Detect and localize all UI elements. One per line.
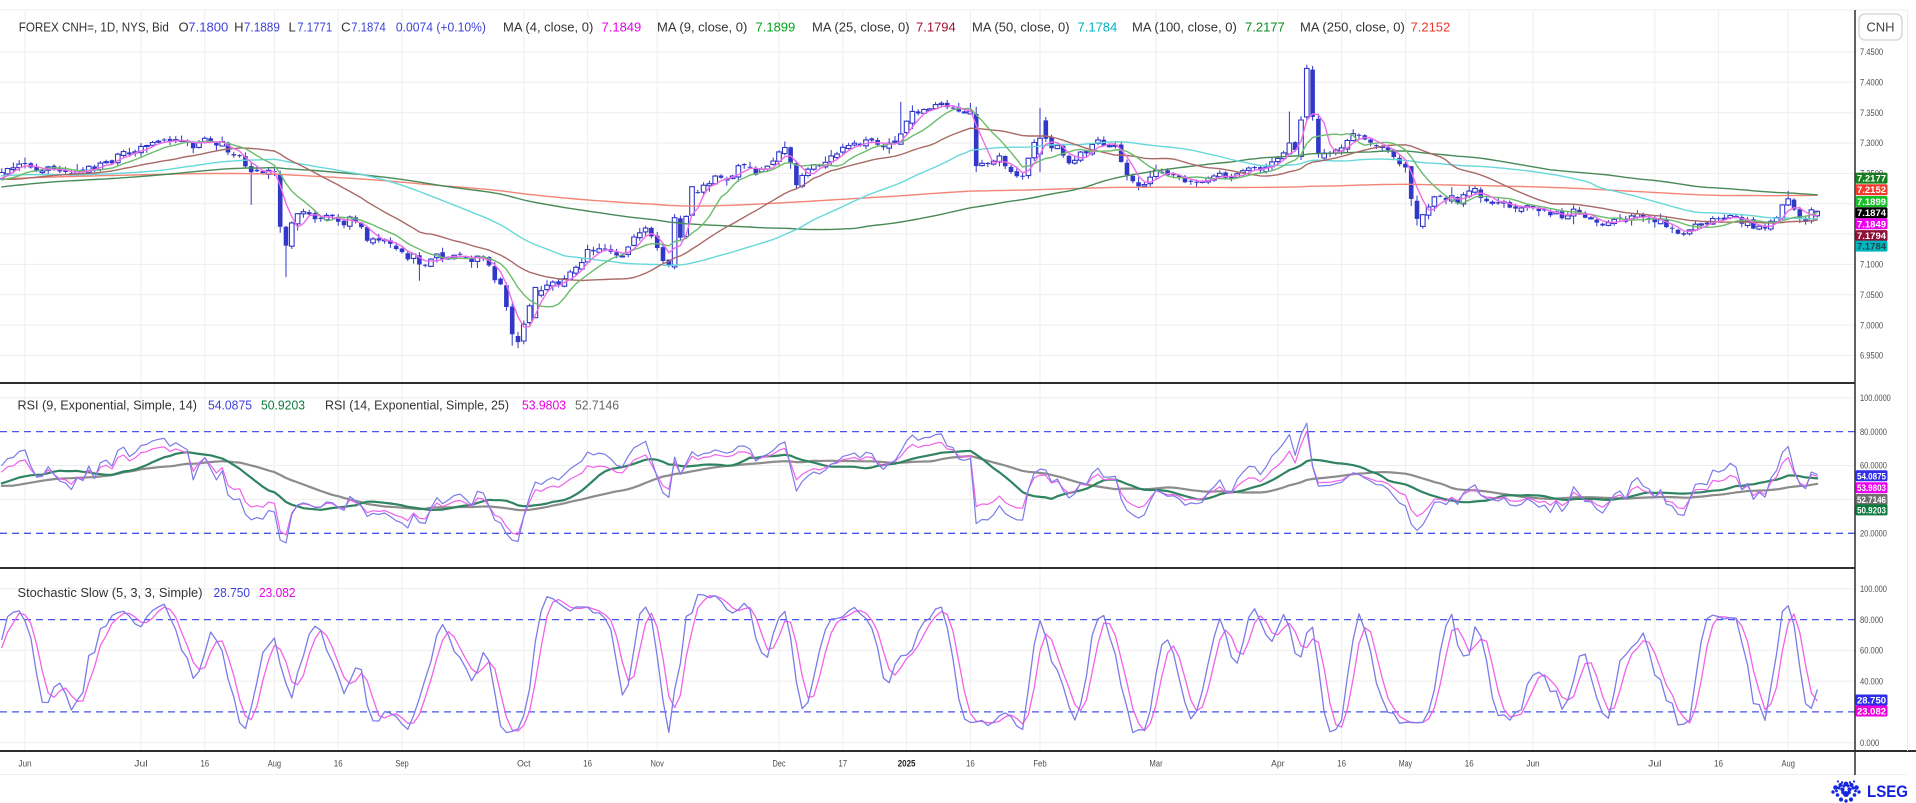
svg-text:6.9500: 6.9500 (1860, 351, 1883, 361)
svg-text:7.2152: 7.2152 (1411, 20, 1451, 35)
svg-text:7.1784: 7.1784 (1078, 20, 1118, 35)
svg-text:FOREX CNH=, 1D, NYS, Bid: FOREX CNH=, 1D, NYS, Bid (19, 20, 169, 35)
svg-text:54.0875: 54.0875 (208, 398, 252, 413)
svg-text:7.1849: 7.1849 (602, 20, 642, 35)
svg-text:7.1800: 7.1800 (188, 20, 228, 35)
svg-text:60.0000: 60.0000 (1860, 461, 1887, 471)
svg-text:16: 16 (966, 759, 975, 769)
svg-text:Stochastic Slow (5, 3, 3, Simp: Stochastic Slow (5, 3, 3, Simple) (18, 585, 203, 600)
svg-text:7.1794: 7.1794 (1857, 231, 1887, 242)
svg-text:7.0000: 7.0000 (1860, 320, 1883, 330)
svg-text:100.000: 100.000 (1860, 584, 1887, 594)
svg-text:Jun: Jun (1526, 759, 1539, 769)
svg-text:Apr: Apr (1271, 759, 1284, 769)
svg-text:7.1784: 7.1784 (1857, 242, 1887, 253)
svg-text:28.750: 28.750 (1857, 696, 1886, 707)
svg-text:50.9203: 50.9203 (261, 398, 305, 413)
svg-text:7.1000: 7.1000 (1860, 260, 1883, 270)
svg-text:H: H (234, 20, 243, 35)
svg-text:52.7146: 52.7146 (575, 398, 619, 413)
svg-text:7.1899: 7.1899 (756, 20, 796, 35)
svg-text:7.1849: 7.1849 (1857, 219, 1886, 230)
svg-text:80.000: 80.000 (1860, 615, 1883, 625)
svg-text:16: 16 (1714, 759, 1723, 769)
svg-text:40.000: 40.000 (1860, 676, 1883, 686)
svg-text:17: 17 (838, 759, 847, 769)
svg-text:54.0875: 54.0875 (1857, 471, 1887, 482)
svg-text:Jul: Jul (134, 759, 147, 769)
svg-text:7.1874: 7.1874 (1857, 208, 1887, 219)
svg-text:7.1889: 7.1889 (244, 20, 280, 35)
svg-text:100.0000: 100.0000 (1860, 393, 1891, 403)
svg-text:16: 16 (1465, 759, 1474, 769)
svg-text:2025: 2025 (898, 759, 916, 769)
svg-text:7.3000: 7.3000 (1860, 138, 1883, 148)
svg-text:7.3500: 7.3500 (1860, 108, 1883, 118)
svg-text:Jul: Jul (1648, 759, 1661, 769)
svg-text:RSI (14, Exponential, Simple,: RSI (14, Exponential, Simple, 25) (325, 398, 509, 413)
svg-text:0.000: 0.000 (1860, 738, 1879, 748)
svg-text:CNH: CNH (1866, 20, 1894, 35)
svg-text:7.1771: 7.1771 (297, 20, 332, 35)
svg-text:60.000: 60.000 (1860, 646, 1883, 656)
svg-text:Sep: Sep (395, 759, 408, 769)
svg-text:Aug: Aug (1782, 759, 1795, 769)
svg-text:28.750: 28.750 (214, 585, 251, 600)
svg-text:MA (9, close, 0): MA (9, close, 0) (657, 20, 747, 35)
svg-text:MA (250, close, 0): MA (250, close, 0) (1300, 20, 1405, 35)
svg-text:7.4000: 7.4000 (1860, 78, 1883, 88)
svg-text:May: May (1399, 759, 1413, 769)
svg-text:20.0000: 20.0000 (1860, 529, 1887, 539)
svg-text:53.9803: 53.9803 (522, 398, 566, 413)
svg-text:7.4500: 7.4500 (1860, 47, 1883, 57)
svg-text:LSEG: LSEG (1867, 783, 1908, 801)
svg-text:7.2152: 7.2152 (1857, 185, 1886, 196)
svg-text:Oct: Oct (517, 759, 531, 769)
svg-text:Aug: Aug (268, 759, 281, 769)
svg-text:7.1874: 7.1874 (351, 20, 386, 35)
svg-text:MA (25, close, 0): MA (25, close, 0) (812, 20, 910, 35)
svg-text:16: 16 (1337, 759, 1346, 769)
svg-text:Dec: Dec (772, 759, 786, 769)
svg-text:L: L (289, 20, 296, 35)
svg-text:50.9203: 50.9203 (1857, 505, 1886, 516)
svg-text:16: 16 (200, 759, 209, 769)
svg-text:O: O (179, 20, 189, 35)
svg-text:MA (50, close, 0): MA (50, close, 0) (972, 20, 1070, 35)
svg-text:23.082: 23.082 (1857, 707, 1886, 718)
svg-text:7.2177: 7.2177 (1857, 174, 1886, 185)
svg-text:MA (100, close, 0): MA (100, close, 0) (1132, 20, 1237, 35)
svg-text:Jun: Jun (18, 759, 31, 769)
svg-text:7.0500: 7.0500 (1860, 290, 1883, 300)
svg-text:7.1899: 7.1899 (1857, 197, 1886, 208)
svg-text:16: 16 (583, 759, 592, 769)
svg-text:C: C (341, 20, 350, 35)
svg-text:Nov: Nov (651, 759, 665, 769)
svg-text:80.0000: 80.0000 (1860, 427, 1887, 437)
svg-text:Feb: Feb (1033, 759, 1046, 769)
svg-text:7.1794: 7.1794 (916, 20, 956, 35)
svg-text:16: 16 (334, 759, 343, 769)
svg-text:RSI (9, Exponential, Simple, 1: RSI (9, Exponential, Simple, 14) (18, 398, 198, 413)
svg-text:7.2500: 7.2500 (1860, 169, 1883, 179)
svg-text:7.2177: 7.2177 (1245, 20, 1285, 35)
svg-text:0.0074 (+0.10%): 0.0074 (+0.10%) (396, 20, 486, 35)
svg-text:23.082: 23.082 (259, 585, 296, 600)
svg-text:53.9803: 53.9803 (1857, 483, 1886, 494)
svg-text:Mar: Mar (1149, 759, 1162, 769)
svg-text:MA (4, close, 0): MA (4, close, 0) (503, 20, 593, 35)
svg-text:52.7146: 52.7146 (1857, 495, 1886, 506)
